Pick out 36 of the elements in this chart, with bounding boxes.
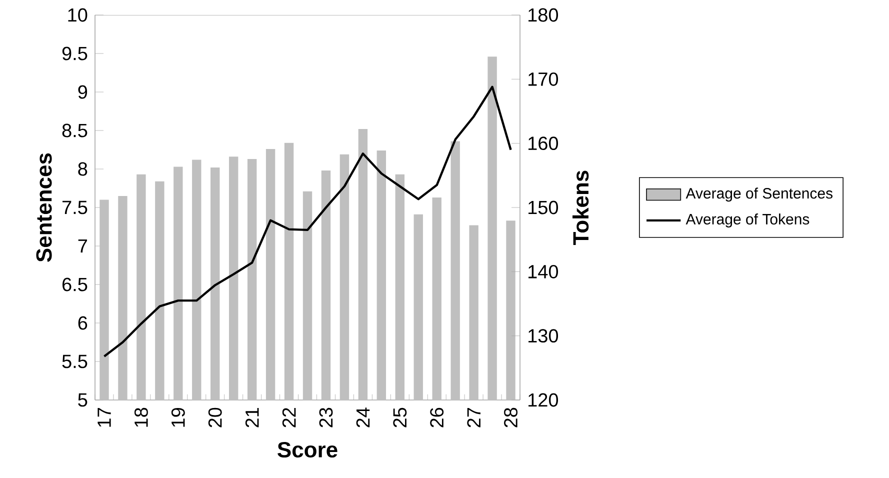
y2-tick-label: 150: [528, 200, 558, 214]
y-tick-label: 10: [68, 8, 88, 22]
y-axis-title: Sentences: [36, 153, 52, 262]
x-tick-label: 27: [467, 408, 480, 428]
x-tick-label: 19: [171, 408, 185, 427]
x-tick-label: 24: [356, 408, 370, 428]
y-tick-label: 9.5: [62, 46, 88, 60]
y2-tick-label: 160: [528, 136, 558, 150]
legend-label: Average of Sentences: [686, 188, 833, 202]
y-tick-label: 5: [78, 393, 88, 407]
x-tick-label: 23: [319, 408, 333, 428]
y-tick-label: 6: [78, 316, 88, 330]
x-tick-label: 28: [504, 408, 518, 428]
x-axis-title: Score: [278, 442, 338, 458]
legend-label: Average of Tokens: [686, 214, 810, 228]
line-series: [103, 86, 512, 358]
y2-tick-label: 170: [528, 72, 558, 86]
y-tick-label: 8.5: [62, 124, 88, 138]
y-tick-label: 9: [78, 85, 88, 99]
y2-tick-label: 120: [528, 393, 558, 407]
x-tick-label: 26: [430, 408, 444, 428]
y-tick-label: 6.5: [62, 278, 88, 292]
x-tick-label: 21: [245, 408, 259, 428]
y2-axis-title: Tokens: [572, 170, 589, 245]
y-tick-label: 7.5: [62, 200, 88, 214]
x-tick-label: 17: [98, 408, 111, 427]
x-tick-label: 20: [208, 408, 222, 428]
x-tick-label: 25: [393, 408, 407, 428]
y2-tick-label: 130: [528, 329, 558, 343]
y-tick-label: 5.5: [62, 354, 88, 368]
y2-tick-label: 180: [528, 8, 558, 22]
y-tick-label: 8: [78, 162, 88, 176]
x-tick-label: 18: [134, 408, 148, 427]
x-tick-label: 22: [282, 408, 296, 428]
y-tick-label: 7: [78, 239, 87, 253]
y2-tick-label: 140: [528, 264, 558, 278]
